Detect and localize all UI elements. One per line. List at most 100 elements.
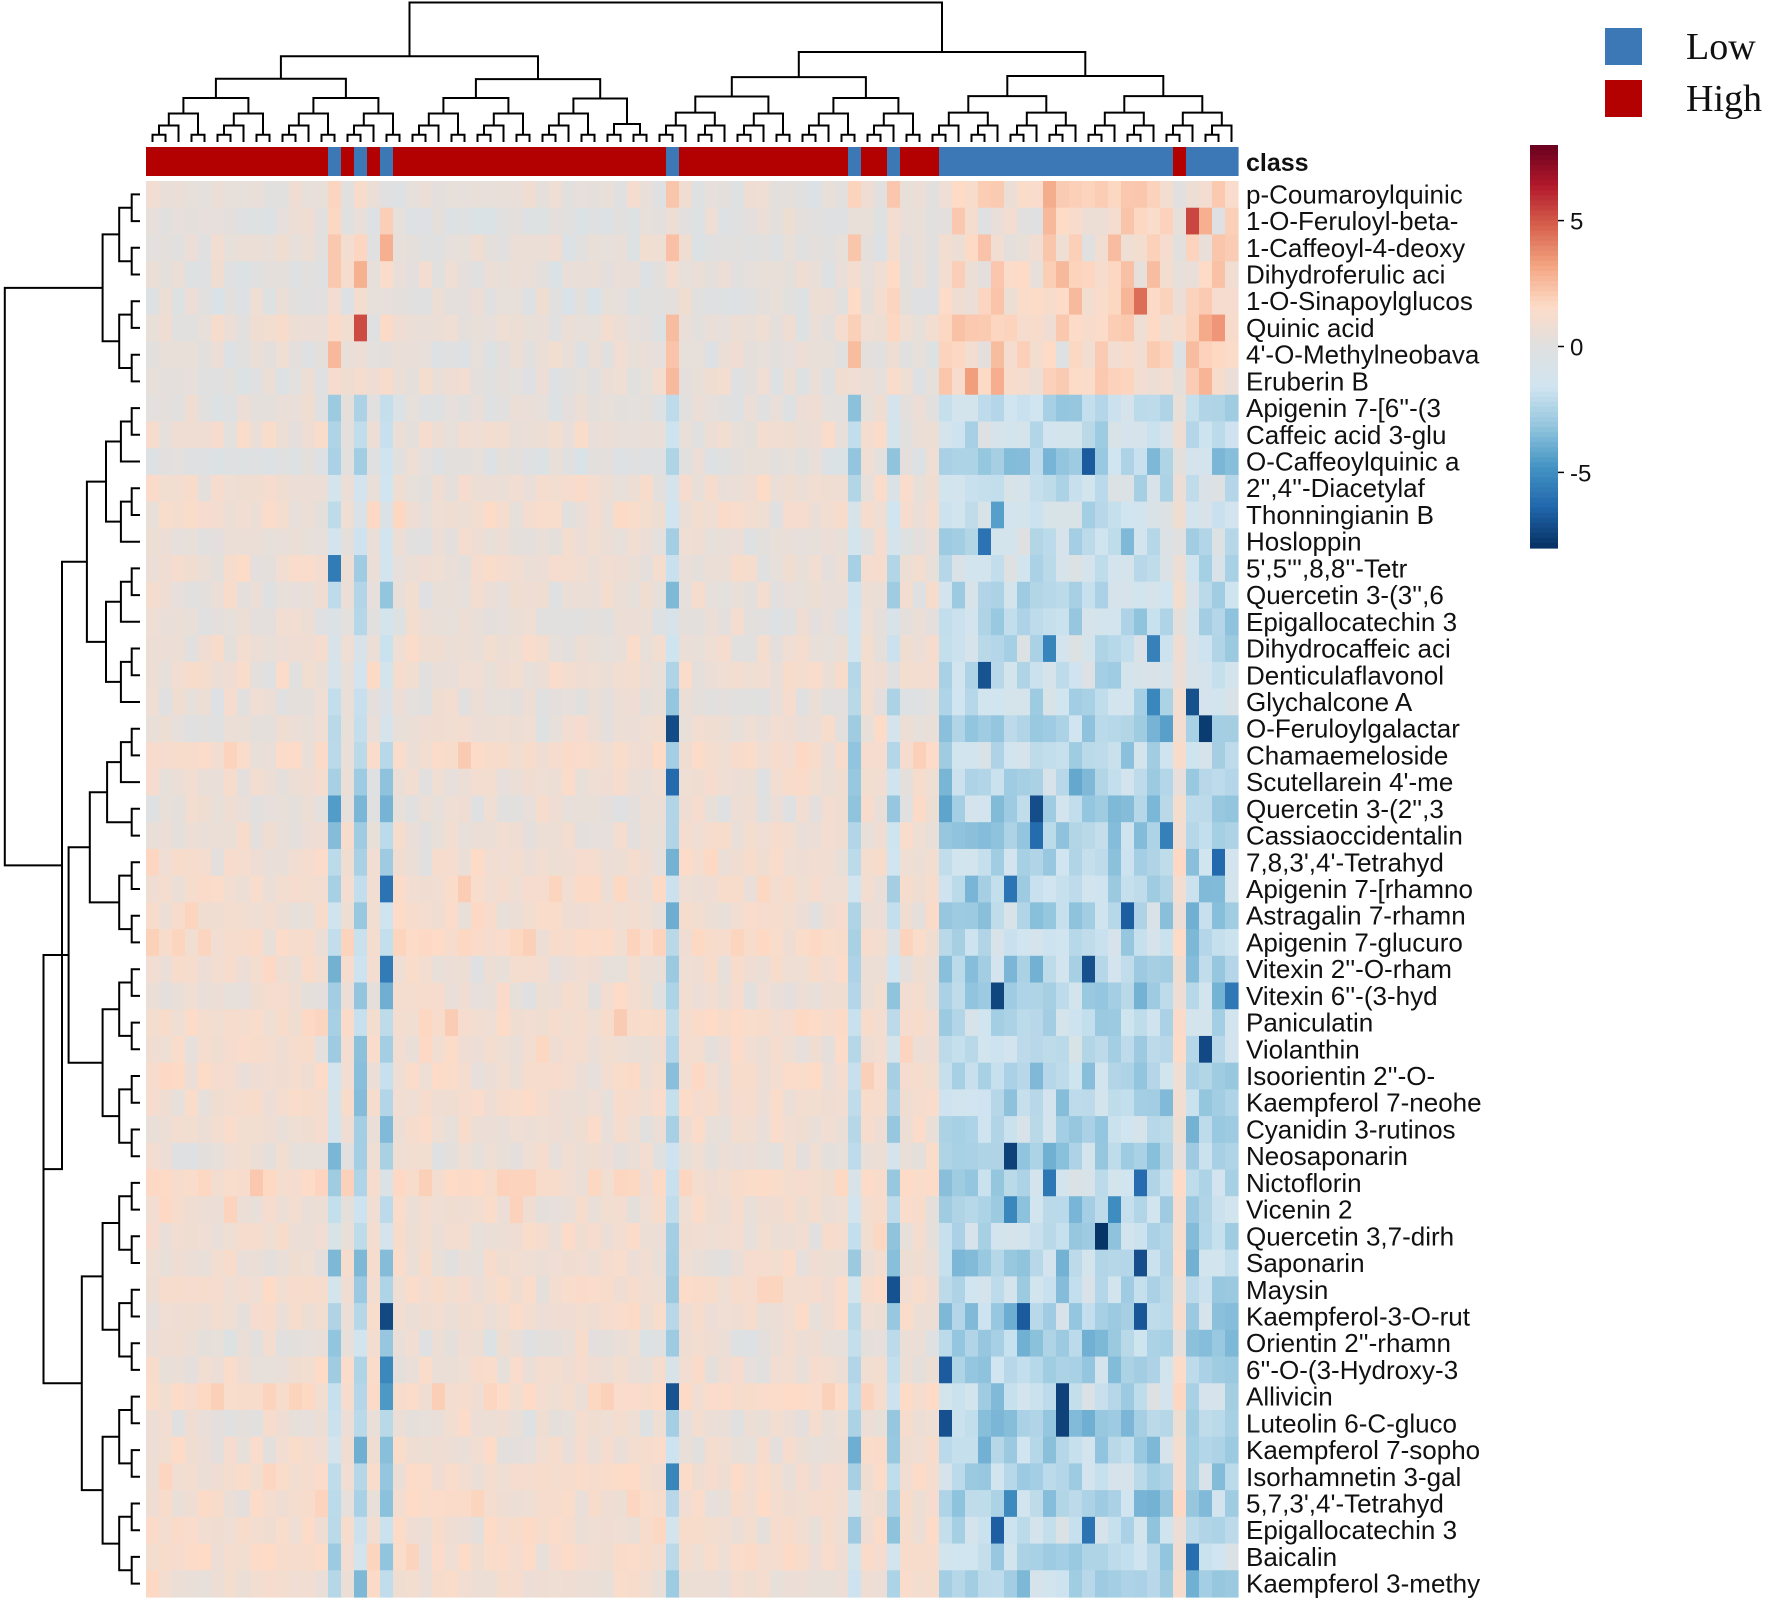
heatmap-cell xyxy=(653,287,667,316)
heatmap-cell xyxy=(185,581,199,610)
heatmap-cell xyxy=(146,1222,160,1251)
row-label: 1-O-Feruloyl-beta- xyxy=(1246,206,1458,236)
heatmap-cell xyxy=(549,1329,563,1358)
heatmap-cell xyxy=(458,181,472,209)
heatmap-cell xyxy=(1095,715,1109,743)
heatmap-cell xyxy=(354,501,368,529)
heatmap-cell xyxy=(705,1009,719,1037)
heatmap-cell xyxy=(185,1463,199,1491)
heatmap-cell xyxy=(1082,822,1096,850)
color-scale-step xyxy=(1530,220,1558,227)
heatmap-cell xyxy=(939,795,953,823)
heatmap-cell xyxy=(601,581,615,610)
heatmap-cell xyxy=(302,1490,316,1518)
heatmap-cell xyxy=(341,1222,355,1251)
heatmap-cell xyxy=(510,555,524,583)
heatmap-cell xyxy=(952,848,966,877)
heatmap-cell xyxy=(458,1062,472,1090)
heatmap-cell xyxy=(796,1383,810,1411)
heatmap-cell xyxy=(523,448,537,476)
heatmap-cell xyxy=(562,1409,576,1438)
heatmap-cell xyxy=(861,1543,875,1571)
heatmap-cell xyxy=(471,1089,485,1117)
heatmap-cell xyxy=(302,875,316,903)
class-bar-cell xyxy=(367,147,381,176)
heatmap-cell xyxy=(809,635,823,663)
dendrogram-branch xyxy=(450,133,466,142)
heatmap-cell xyxy=(1108,902,1122,930)
heatmap-cell xyxy=(484,341,498,369)
heatmap-cell xyxy=(692,1249,706,1277)
heatmap-cell xyxy=(354,955,368,984)
heatmap-cell xyxy=(445,1383,459,1411)
heatmap-cell xyxy=(224,314,238,342)
heatmap-cell xyxy=(627,1089,641,1117)
heatmap-cell xyxy=(302,929,316,957)
heatmap-cell xyxy=(1095,1329,1109,1358)
heatmap-cell xyxy=(471,394,485,423)
heatmap-cell xyxy=(1069,929,1083,957)
heatmap-cell xyxy=(185,1570,199,1598)
dendrogram-branch xyxy=(1055,124,1077,142)
class-bar-cell xyxy=(588,147,602,176)
heatmap-cell xyxy=(302,1383,316,1411)
heatmap-cell xyxy=(315,955,329,984)
heatmap-cell xyxy=(1134,314,1148,342)
heatmap-cell xyxy=(601,181,615,209)
heatmap-cell xyxy=(445,1222,459,1251)
heatmap-cell xyxy=(172,1463,186,1491)
heatmap-cell xyxy=(627,1463,641,1491)
heatmap-cell xyxy=(263,261,277,289)
heatmap-cell xyxy=(575,982,589,1010)
heatmap-cell xyxy=(159,1383,173,1411)
heatmap-cell xyxy=(458,1543,472,1571)
heatmap-cell xyxy=(393,1543,407,1571)
heatmap-cell xyxy=(419,742,433,770)
heatmap-cell xyxy=(406,1196,420,1224)
heatmap-cell xyxy=(1082,1436,1096,1465)
heatmap-cell xyxy=(471,688,485,716)
heatmap-cell xyxy=(1147,715,1161,743)
heatmap-cell xyxy=(562,207,576,236)
heatmap-cell xyxy=(263,341,277,369)
heatmap-cell xyxy=(1030,661,1044,690)
heatmap-cell xyxy=(1017,1356,1031,1384)
heatmap-cell xyxy=(757,394,771,423)
heatmap-cell xyxy=(1160,581,1174,610)
heatmap-cell xyxy=(952,742,966,770)
heatmap-cell xyxy=(497,661,511,690)
heatmap-cell xyxy=(250,555,264,583)
heatmap-cell xyxy=(1121,1009,1135,1037)
heatmap-cell xyxy=(614,1436,628,1465)
heatmap-cell xyxy=(640,368,654,396)
heatmap-cell xyxy=(432,1222,446,1251)
heatmap-cell xyxy=(484,822,498,850)
heatmap-cell xyxy=(406,261,420,289)
heatmap-cell xyxy=(991,1303,1005,1331)
heatmap-cell xyxy=(523,1276,537,1304)
heatmap-cell xyxy=(146,929,160,957)
class-bar-cell xyxy=(952,147,966,176)
heatmap-cell xyxy=(549,795,563,823)
heatmap-cell xyxy=(757,1142,771,1171)
heatmap-cell xyxy=(692,661,706,690)
heatmap-cell xyxy=(926,314,940,342)
heatmap-cell xyxy=(328,688,342,716)
heatmap-cell xyxy=(458,1035,472,1064)
heatmap-cell xyxy=(731,902,745,930)
heatmap-cell xyxy=(861,528,875,556)
heatmap-cell xyxy=(419,1543,433,1571)
heatmap-cell xyxy=(835,1249,849,1277)
heatmap-cell xyxy=(1004,1249,1018,1277)
heatmap-cell xyxy=(705,261,719,289)
heatmap-cell xyxy=(380,1409,394,1438)
heatmap-cell xyxy=(1225,474,1239,503)
heatmap-cell xyxy=(419,1516,433,1545)
heatmap-cell xyxy=(965,1222,979,1251)
heatmap-cell xyxy=(614,1276,628,1304)
heatmap-cell xyxy=(1160,955,1174,984)
heatmap-cell xyxy=(367,181,381,209)
heatmap-cell xyxy=(484,742,498,770)
heatmap-cell xyxy=(211,1009,225,1037)
heatmap-cell xyxy=(1095,1436,1109,1465)
